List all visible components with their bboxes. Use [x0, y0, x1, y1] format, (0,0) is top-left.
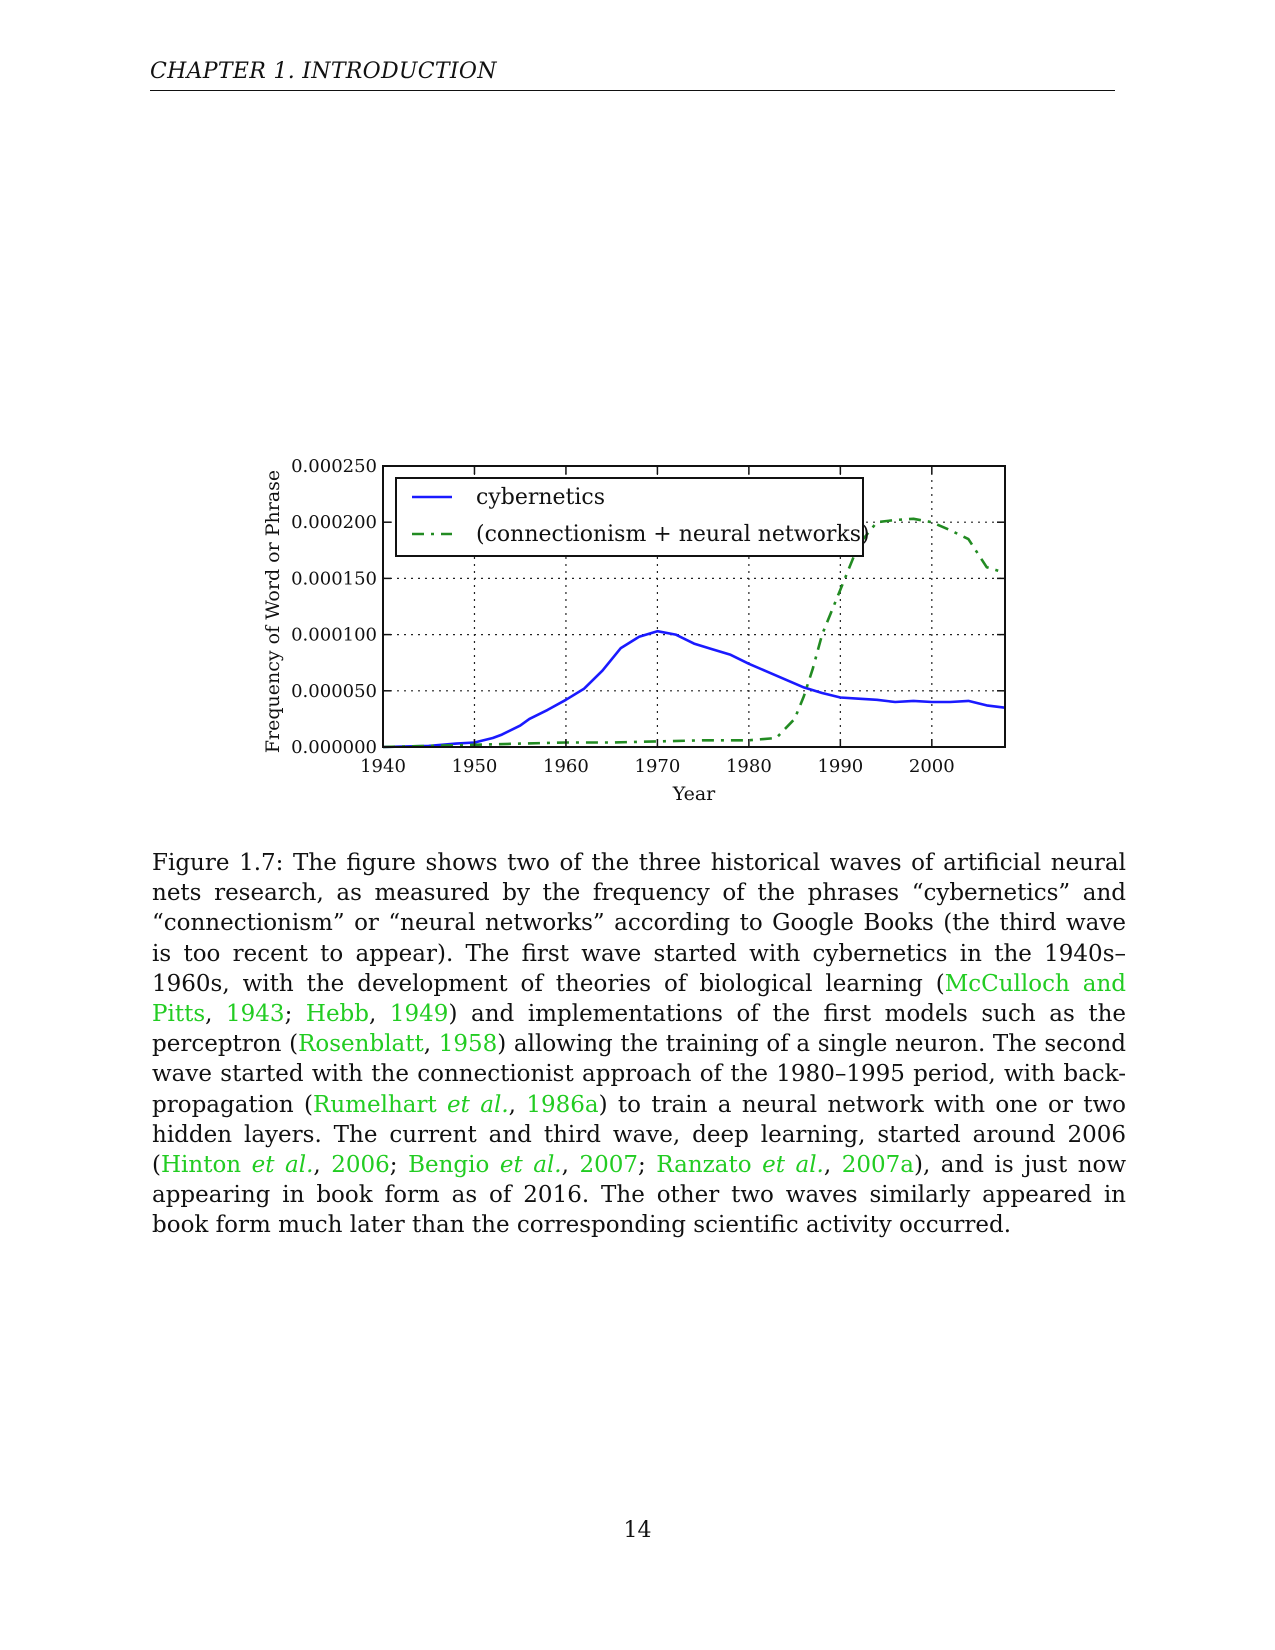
caption-text: ) allowing the training of a single neur…: [152, 1031, 1127, 1118]
caption-sep: ,: [423, 1031, 439, 1058]
page-number: 14: [623, 1518, 652, 1543]
caption-sep: ,: [313, 1152, 332, 1179]
x-tick-label: 2000: [909, 756, 955, 777]
y-tick-label: 0.000150: [291, 568, 377, 589]
citation-ranzato[interactable]: Ranzato: [656, 1152, 752, 1179]
running-head: CHAPTER 1. INTRODUCTION: [150, 58, 1115, 91]
citation-mcculloch-pitts-year[interactable]: 1943: [226, 1001, 285, 1028]
x-tick-label: 1940: [360, 756, 406, 777]
citation-rumelhart[interactable]: Rumelhart: [313, 1091, 437, 1118]
series-line-connectionism: [382, 517, 1006, 749]
caption-sep: ,: [508, 1091, 527, 1118]
citation-ranzato-year[interactable]: 2007a: [841, 1152, 914, 1179]
citation-rumelhart-etal[interactable]: et al.: [436, 1091, 509, 1118]
citation-hebb[interactable]: Hebb: [305, 1001, 370, 1028]
citation-bengio-etal[interactable]: et al.: [489, 1152, 562, 1179]
plot-frame: [382, 465, 1006, 748]
caption-sep: ;: [389, 1152, 409, 1179]
caption-text: ) and implementations of the first model…: [152, 1001, 1126, 1058]
x-tick-label: 1990: [817, 756, 863, 777]
citation-bengio-year[interactable]: 2007: [579, 1152, 639, 1179]
caption-text: Figure 1.7: The figure shows two of the …: [152, 850, 1126, 997]
caption-sep: ;: [284, 1001, 306, 1028]
caption-sep: ,: [823, 1152, 842, 1179]
x-axis-label: Year: [672, 783, 716, 805]
figure-caption: Figure 1.7: The figure shows two of the …: [152, 848, 1126, 1241]
citation-hinton[interactable]: Hinton: [160, 1152, 242, 1179]
y-tick-label: 0.000250: [291, 456, 377, 477]
caption-sep: ;: [638, 1152, 657, 1179]
legend-box: [395, 477, 864, 557]
caption-text: ) to train a neural network with one or …: [152, 1091, 1127, 1179]
x-tick-label: 1980: [726, 756, 772, 777]
citation-hinton-etal[interactable]: et al.: [241, 1152, 314, 1179]
x-tick-label: 1960: [543, 756, 589, 777]
legend-label: (connectionism + neural networks): [476, 522, 870, 547]
citation-rosenblatt[interactable]: Rosenblatt: [298, 1031, 424, 1058]
caption-sep: ,: [369, 1001, 390, 1028]
x-tick-label: 1970: [635, 756, 681, 777]
citation-rosenblatt-year[interactable]: 1958: [438, 1031, 498, 1058]
citation-ranzato-etal[interactable]: et al.: [751, 1152, 824, 1179]
citation-rumelhart-year[interactable]: 1986a: [526, 1091, 599, 1118]
y-tick-label: 0.000100: [291, 625, 377, 646]
x-tick-label: 1950: [452, 756, 498, 777]
frequency-chart: 1940 1950 1960 1970 1980 1990 2000 0.000000 0.00…: [262, 456, 1006, 805]
y-tick-label: 0.000000: [291, 737, 377, 758]
y-tick-label: 0.000050: [291, 681, 377, 702]
y-tick-label: 0.000200: [291, 512, 377, 533]
caption-sep: ,: [561, 1152, 580, 1179]
citation-bengio[interactable]: Bengio: [408, 1152, 490, 1179]
y-axis-label: Frequency of Word or Phrase: [262, 470, 284, 753]
series-line-cybernetics: [382, 629, 1006, 749]
citation-hinton-year[interactable]: 2006: [331, 1152, 390, 1179]
citation-hebb-year[interactable]: 1949: [389, 1001, 449, 1028]
citation-mcculloch-pitts[interactable]: McCulloch and Pitts: [152, 970, 1127, 1028]
caption-sep: ,: [205, 1001, 227, 1028]
legend-label: cybernetics: [476, 485, 605, 510]
caption-text: ), and is just now appearing in book for…: [152, 1152, 1127, 1239]
